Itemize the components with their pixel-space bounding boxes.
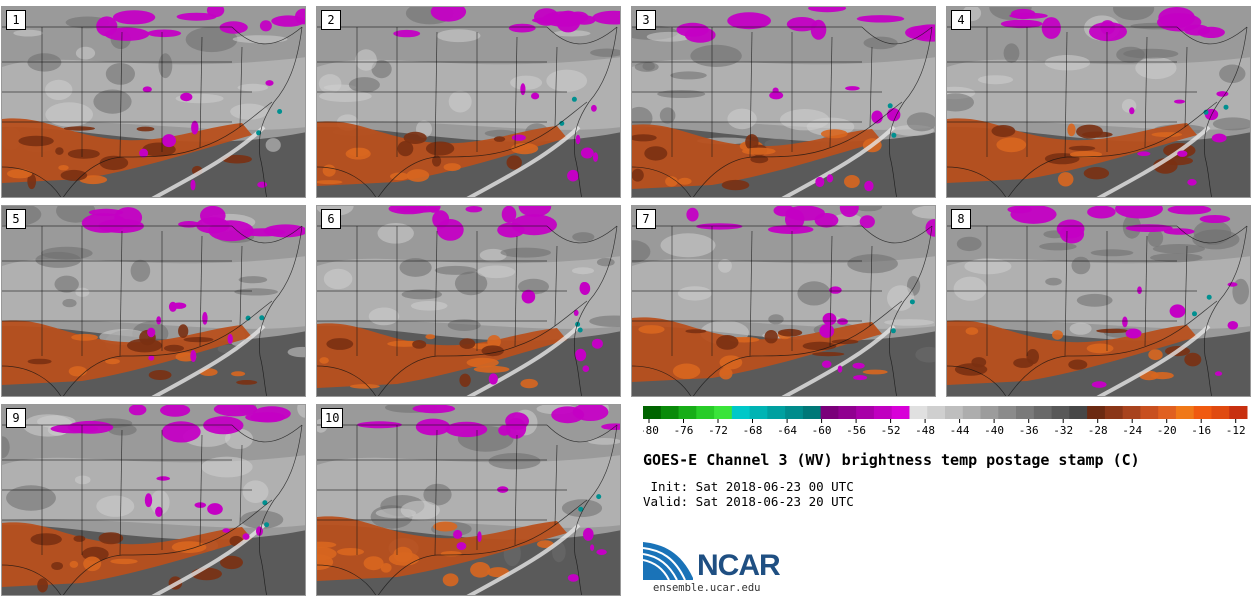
colorbar-segment xyxy=(962,406,982,419)
colorbar-tick-label: -48 xyxy=(915,424,935,437)
wv-map xyxy=(317,206,620,396)
wv-map xyxy=(632,206,935,396)
init-time: Init: Sat 2018-06-23 00 UTC xyxy=(643,479,854,494)
colorbar-segment xyxy=(1016,406,1035,419)
colorbar-segment xyxy=(856,406,875,419)
wv-map xyxy=(317,405,620,595)
colorbar-segment xyxy=(678,406,697,419)
colorbar-tick-label: -68 xyxy=(743,424,763,437)
map-panel: 3 xyxy=(631,6,936,198)
map-panel: 5 xyxy=(1,205,306,397)
map-panel: 4 xyxy=(946,6,1251,198)
colorbar-tick-label: -56 xyxy=(846,424,866,437)
panel-number: 4 xyxy=(951,10,971,30)
colorbar-segment xyxy=(1104,406,1124,419)
colorbar: -80 -76 -72 -68 -64 -60 -56 -52 -48 -44 -40 -36 -32 -… xyxy=(643,406,1248,437)
colorbar-tick-label: -24 xyxy=(1122,424,1142,437)
map-panel: 8 xyxy=(946,205,1251,397)
colorbar-segment xyxy=(1175,406,1195,419)
panel-number: 9 xyxy=(6,408,26,428)
map-panel: 6 xyxy=(316,205,621,397)
colorbar-segment xyxy=(838,406,857,419)
panel-number: 10 xyxy=(321,408,344,428)
valid-time: Valid: Sat 2018-06-23 20 UTC xyxy=(643,494,854,509)
ncar-logo xyxy=(643,542,693,581)
wv-map xyxy=(947,206,1250,396)
colorbar-segment xyxy=(1229,406,1248,419)
colorbar-segment xyxy=(749,406,768,419)
map-panel: 7 xyxy=(631,205,936,397)
panel-number: 3 xyxy=(636,10,656,30)
panel-number: 2 xyxy=(321,10,341,30)
colorbar-segment xyxy=(873,406,893,419)
colorbar-segment xyxy=(643,406,662,419)
panel-number: 8 xyxy=(951,209,971,229)
map-panel: 2 xyxy=(316,6,621,198)
map-panel: 10 xyxy=(316,404,621,596)
colorbar-segment xyxy=(1140,406,1159,419)
colorbar-segment xyxy=(980,406,999,419)
colorbar-segment xyxy=(660,406,680,419)
panel-number: 1 xyxy=(6,10,26,30)
wv-map xyxy=(947,7,1250,197)
colorbar-tick-label: -28 xyxy=(1088,424,1108,437)
colorbar-segment xyxy=(1211,406,1230,419)
colorbar-segment xyxy=(820,406,839,419)
colorbar-tick-label: -64 xyxy=(777,424,797,437)
colorbar-tick-label: -36 xyxy=(1019,424,1039,437)
colorbar-tick-label: -44 xyxy=(950,424,970,437)
colorbar-segment xyxy=(1158,406,1177,419)
colorbar-segment xyxy=(696,406,715,419)
colorbar-tick-label: -20 xyxy=(1157,424,1177,437)
colorbar-segment xyxy=(1051,406,1070,419)
colorbar-segment xyxy=(785,406,804,419)
colorbar-segment xyxy=(945,406,964,419)
page-title: GOES-E Channel 3 (WV) brightness temp po… xyxy=(643,451,1140,469)
colorbar-tick-label: -32 xyxy=(1053,424,1073,437)
ncar-logo-text: NCAR xyxy=(697,549,781,582)
colorbar-tick-label: -12 xyxy=(1226,424,1246,437)
colorbar-segment xyxy=(714,406,733,419)
colorbar-segment xyxy=(927,406,946,419)
colorbar-segment xyxy=(1193,406,1212,419)
panel-number: 7 xyxy=(636,209,656,229)
colorbar-tick-label: -72 xyxy=(708,424,728,437)
colorbar-segment xyxy=(909,406,928,419)
colorbar-segment xyxy=(731,406,751,419)
colorbar-segment xyxy=(1033,406,1053,419)
colorbar-segment xyxy=(1122,406,1141,419)
colorbar-tick-label: -80 xyxy=(643,424,659,437)
colorbar-tick-label: -16 xyxy=(1191,424,1211,437)
map-panel: 1 xyxy=(1,6,306,198)
colorbar-tick-label: -60 xyxy=(812,424,832,437)
colorbar-tick-label: -52 xyxy=(881,424,901,437)
site-url: ensemble.ucar.edu xyxy=(653,582,761,594)
wv-map xyxy=(2,7,305,197)
panel-number: 6 xyxy=(321,209,341,229)
colorbar-tick-label: -40 xyxy=(984,424,1004,437)
colorbar-segment xyxy=(1069,406,1088,419)
wv-map xyxy=(2,206,305,396)
colorbar-segment xyxy=(998,406,1017,419)
map-panel: 9 xyxy=(1,404,306,596)
colorbar-segment xyxy=(802,406,822,419)
wv-map xyxy=(632,7,935,197)
wv-map xyxy=(317,7,620,197)
wv-map xyxy=(2,405,305,595)
colorbar-tick-label: -76 xyxy=(674,424,694,437)
panel-number: 5 xyxy=(6,209,26,229)
colorbar-segment xyxy=(767,406,786,419)
colorbar-segment xyxy=(891,406,910,419)
colorbar-segment xyxy=(1087,406,1106,419)
